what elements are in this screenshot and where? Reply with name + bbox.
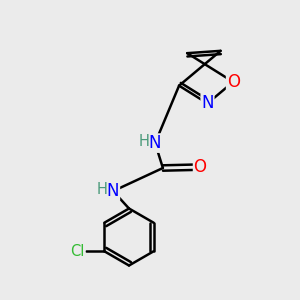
Text: H: H: [96, 182, 107, 197]
Text: O: O: [227, 73, 240, 91]
Text: O: O: [194, 158, 207, 176]
Text: N: N: [201, 94, 214, 112]
Text: Cl: Cl: [70, 244, 85, 259]
Text: N: N: [149, 134, 161, 152]
Text: N: N: [107, 182, 119, 200]
Text: H: H: [138, 134, 149, 149]
